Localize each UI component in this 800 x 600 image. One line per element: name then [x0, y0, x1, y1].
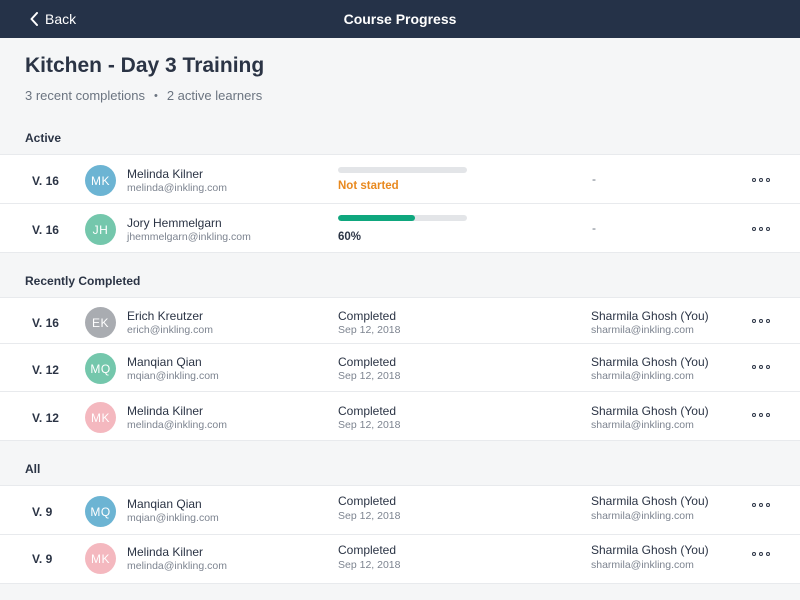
progress-fill [338, 215, 416, 221]
more-options-icon[interactable] [752, 549, 770, 559]
grader-email: sharmila@inkling.com [591, 419, 694, 431]
learner-name: Melinda Kilner [127, 404, 204, 418]
grader-empty: - [592, 172, 596, 186]
more-options-icon[interactable] [752, 175, 770, 185]
back-label: Back [45, 11, 77, 27]
completion-date: Sep 12, 2018 [338, 559, 401, 571]
avatar: MK [85, 165, 116, 196]
section-label-all: All [25, 462, 41, 476]
learner-email: melinda@inkling.com [127, 560, 227, 572]
recent-completions-count: 3 recent completions [25, 88, 145, 103]
learner-name: Manqian Qian [127, 497, 202, 511]
learner-email: melinda@inkling.com [127, 182, 227, 194]
learner-email: mqian@inkling.com [127, 512, 219, 524]
grader-email: sharmila@inkling.com [591, 559, 694, 571]
more-options-icon[interactable] [752, 410, 770, 420]
grader-empty: - [592, 221, 596, 235]
status-text: Completed [338, 543, 397, 557]
avatar: MQ [85, 353, 116, 384]
grader-name: Sharmila Ghosh (You) [591, 404, 709, 418]
learner-name: Manqian Qian [127, 355, 202, 369]
top-bar: Back Course Progress [0, 0, 800, 38]
version-label: V. 16 [32, 223, 59, 237]
progress-bar [338, 167, 467, 173]
progress-bar [338, 215, 467, 221]
grader-email: sharmila@inkling.com [591, 370, 694, 382]
summary-separator: • [153, 89, 158, 102]
learner-email: melinda@inkling.com [127, 419, 227, 431]
version-label: V. 9 [32, 505, 53, 519]
completion-date: Sep 12, 2018 [338, 370, 401, 382]
grader-email: sharmila@inkling.com [591, 324, 694, 336]
grader-email: sharmila@inkling.com [591, 510, 694, 522]
version-label: V. 16 [32, 174, 59, 188]
avatar: MQ [85, 496, 116, 527]
learner-name: Jory Hemmelgarn [127, 216, 222, 230]
status-text: Completed [338, 404, 397, 418]
grader-name: Sharmila Ghosh (You) [591, 494, 709, 508]
version-label: V. 9 [32, 552, 53, 566]
learner-row[interactable]: V. 16 JH Jory Hemmelgarn jhemmelgarn@ink… [0, 203, 800, 253]
back-button[interactable]: Back [30, 0, 76, 38]
grader-name: Sharmila Ghosh (You) [591, 309, 709, 323]
avatar: JH [85, 214, 116, 245]
more-options-icon[interactable] [752, 224, 770, 234]
grader-name: Sharmila Ghosh (You) [591, 543, 709, 557]
more-options-icon[interactable] [752, 500, 770, 510]
section-label-active: Active [25, 131, 62, 145]
learner-row[interactable]: V. 16 MK Melinda Kilner melinda@inkling.… [0, 154, 800, 204]
status-text: Completed [338, 355, 397, 369]
version-label: V. 12 [32, 411, 59, 425]
learner-name: Melinda Kilner [127, 167, 204, 181]
completion-date: Sep 12, 2018 [338, 419, 401, 431]
more-options-icon[interactable] [752, 362, 770, 372]
status-text: 60% [338, 231, 362, 243]
completion-date: Sep 12, 2018 [338, 510, 401, 522]
status-text: Not started [338, 180, 399, 192]
learner-row[interactable]: V. 16 EK Erich Kreutzer erich@inkling.co… [0, 297, 800, 344]
section-label-recently-completed: Recently Completed [25, 274, 141, 288]
more-options-icon[interactable] [752, 316, 770, 326]
learner-email: jhemmelgarn@inkling.com [127, 231, 251, 243]
chevron-left-icon [30, 12, 38, 26]
active-learners-count: 2 active learners [166, 88, 263, 103]
learner-email: mqian@inkling.com [127, 370, 219, 382]
learner-row[interactable]: V. 12 MQ Manqian Qian mqian@inkling.com … [0, 343, 800, 392]
learner-name: Melinda Kilner [127, 545, 204, 559]
page-title: Kitchen - Day 3 Training [25, 54, 265, 77]
avatar: MK [85, 402, 116, 433]
screen-title: Course Progress [343, 11, 457, 27]
learner-row[interactable]: V. 12 MK Melinda Kilner melinda@inkling.… [0, 391, 800, 441]
learner-name: Erich Kreutzer [127, 309, 204, 323]
avatar: EK [85, 307, 116, 338]
grader-name: Sharmila Ghosh (You) [591, 355, 709, 369]
course-summary: 3 recent completions • 2 active learners [25, 88, 262, 103]
version-label: V. 12 [32, 363, 59, 377]
learner-email: erich@inkling.com [127, 324, 213, 336]
learner-row[interactable]: V. 9 MQ Manqian Qian mqian@inkling.com C… [0, 485, 800, 535]
learner-row[interactable]: V. 9 MK Melinda Kilner melinda@inkling.c… [0, 534, 800, 584]
avatar: MK [85, 543, 116, 574]
completion-date: Sep 12, 2018 [338, 324, 401, 336]
version-label: V. 16 [32, 316, 59, 330]
status-text: Completed [338, 494, 397, 508]
status-text: Completed [338, 309, 397, 323]
